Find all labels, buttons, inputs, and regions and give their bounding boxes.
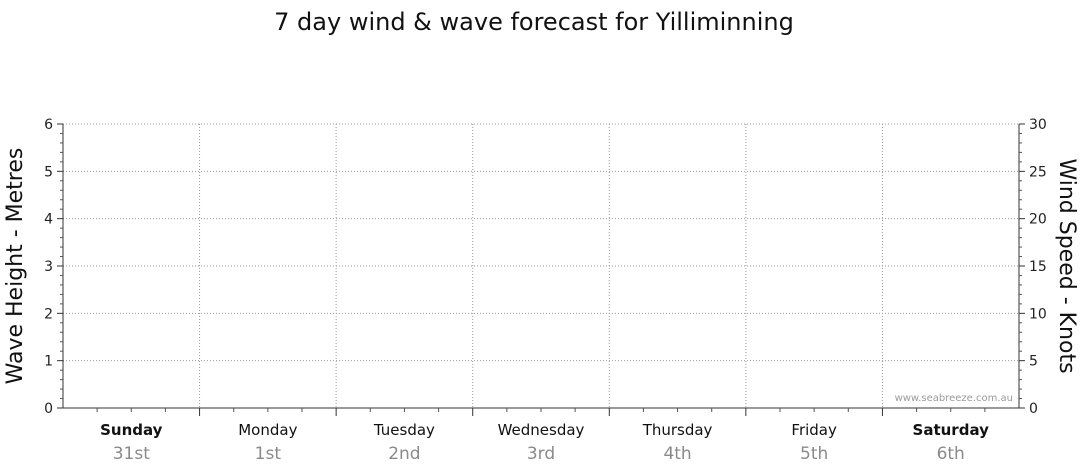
day-name-label: Sunday [100,421,163,439]
day-name-label: Thursday [642,421,713,439]
x-axis-ticks [96,408,986,416]
left-tick-label: 1 [44,354,53,370]
day-labels: Sunday 31st Monday 1st Tuesday 2nd Wednesday 3r… [100,421,989,464]
day-name-label: Wednesday [498,421,585,439]
right-tick-label: 20 [1029,212,1047,228]
right-tick-label: 15 [1029,259,1047,275]
right-axis-ticks: 0 5 10 15 20 25 30 [1019,117,1047,417]
day-date-label: 31st [113,444,150,464]
day-date-label: 6th [937,444,965,464]
day-name-label: Tuesday [373,421,435,439]
right-tick-label: 30 [1029,117,1047,133]
left-tick-label: 5 [44,164,53,180]
left-tick-label: 4 [44,212,53,228]
day-date-label: 2nd [388,444,420,464]
day-name-label: Saturday [913,421,990,439]
day-name-label: Friday [791,421,837,439]
left-tick-label: 0 [44,401,53,417]
grid-lines [63,123,1019,408]
day-name-label: Monday [238,421,297,439]
watermark: www.seabreeze.com.au [895,393,1013,404]
left-axis-label: Wave Height - Metres [3,148,28,385]
left-tick-label: 6 [44,117,53,133]
right-tick-label: 0 [1029,401,1038,417]
left-tick-label: 3 [44,259,53,275]
chart-title: 7 day wind & wave forecast for Yilliminn… [274,8,794,36]
day-date-label: 4th [663,444,691,464]
day-date-label: 1st [255,444,282,464]
day-date-label: 3rd [527,444,555,464]
left-tick-label: 2 [44,306,53,322]
right-tick-label: 10 [1029,306,1047,322]
right-axis-label: Wind Speed - Knots [1054,158,1079,373]
day-date-label: 5th [800,444,828,464]
left-axis-ticks: 0 1 2 3 4 5 6 [44,117,63,417]
right-tick-label: 5 [1029,354,1038,370]
right-tick-label: 25 [1029,164,1047,180]
